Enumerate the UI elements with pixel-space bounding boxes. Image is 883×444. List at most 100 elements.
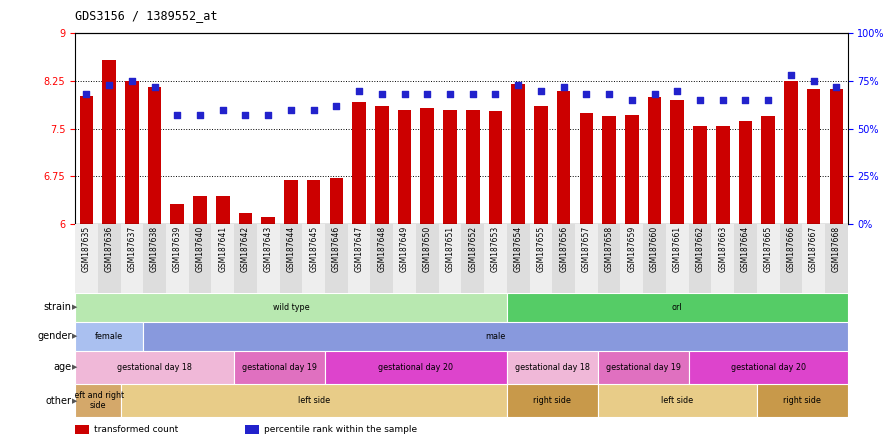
Bar xyxy=(643,224,666,293)
Text: GSM187641: GSM187641 xyxy=(218,226,227,272)
Point xyxy=(715,97,729,104)
Text: GSM187665: GSM187665 xyxy=(764,226,773,272)
Bar xyxy=(393,224,416,293)
Text: GSM187650: GSM187650 xyxy=(423,226,432,272)
Bar xyxy=(348,224,371,293)
Text: GSM187656: GSM187656 xyxy=(559,226,568,272)
Bar xyxy=(75,224,98,293)
Bar xyxy=(302,224,325,293)
Bar xyxy=(598,351,689,384)
Bar xyxy=(170,204,185,224)
Bar xyxy=(738,121,752,224)
Bar xyxy=(189,224,211,293)
Text: left side: left side xyxy=(298,396,329,405)
Bar xyxy=(416,224,439,293)
Text: GSM187651: GSM187651 xyxy=(446,226,455,272)
Bar xyxy=(488,111,502,224)
Text: GSM187653: GSM187653 xyxy=(491,226,500,272)
Text: GSM187662: GSM187662 xyxy=(696,226,705,272)
Bar xyxy=(625,115,638,224)
Bar xyxy=(397,110,411,224)
Bar xyxy=(325,351,507,384)
Point xyxy=(534,87,548,94)
Point xyxy=(579,91,593,98)
Text: GSM187652: GSM187652 xyxy=(468,226,477,272)
Bar xyxy=(307,180,321,224)
Point xyxy=(283,106,298,113)
Bar xyxy=(261,217,275,224)
Bar xyxy=(689,224,712,293)
Bar xyxy=(807,89,820,224)
Point xyxy=(215,106,230,113)
Bar xyxy=(602,116,616,224)
Point xyxy=(625,97,639,104)
Text: GSM187644: GSM187644 xyxy=(286,226,296,272)
Bar xyxy=(507,351,598,384)
Point xyxy=(488,91,502,98)
Bar xyxy=(712,224,734,293)
Bar xyxy=(166,224,189,293)
Text: GDS3156 / 1389552_at: GDS3156 / 1389552_at xyxy=(75,9,217,22)
Bar xyxy=(484,224,507,293)
Bar xyxy=(329,178,343,224)
Bar xyxy=(575,224,598,293)
Text: transformed count: transformed count xyxy=(94,425,177,434)
Point xyxy=(602,91,616,98)
Bar xyxy=(216,196,230,224)
Text: gestational day 19: gestational day 19 xyxy=(606,363,681,372)
Text: GSM187639: GSM187639 xyxy=(173,226,182,272)
Point xyxy=(306,106,321,113)
Bar xyxy=(530,224,552,293)
Bar xyxy=(211,224,234,293)
Text: ▶: ▶ xyxy=(72,333,78,339)
Text: ▶: ▶ xyxy=(72,365,78,370)
Text: GSM187659: GSM187659 xyxy=(627,226,637,272)
Bar xyxy=(648,97,661,224)
Text: GSM187655: GSM187655 xyxy=(536,226,546,272)
Text: GSM187648: GSM187648 xyxy=(377,226,387,272)
Text: right side: right side xyxy=(783,396,821,405)
Bar xyxy=(579,113,593,224)
Point xyxy=(329,102,343,109)
Text: GSM187658: GSM187658 xyxy=(605,226,614,272)
Text: wild type: wild type xyxy=(273,303,309,312)
Bar xyxy=(75,351,234,384)
Text: GSM187667: GSM187667 xyxy=(809,226,818,272)
Text: left and right
side: left and right side xyxy=(72,391,124,410)
Point xyxy=(511,81,525,88)
Bar xyxy=(716,126,729,224)
Text: ▶: ▶ xyxy=(72,305,78,310)
Text: GSM187635: GSM187635 xyxy=(82,226,91,272)
Text: female: female xyxy=(95,332,124,341)
Bar xyxy=(125,81,139,224)
Bar xyxy=(780,224,803,293)
Text: GSM187643: GSM187643 xyxy=(264,226,273,272)
Bar xyxy=(280,224,302,293)
Text: GSM187660: GSM187660 xyxy=(650,226,659,272)
Text: gestational day 19: gestational day 19 xyxy=(242,363,317,372)
Bar xyxy=(257,224,280,293)
Text: GSM187638: GSM187638 xyxy=(150,226,159,272)
Text: GSM187647: GSM187647 xyxy=(355,226,364,272)
Bar xyxy=(120,224,143,293)
Bar xyxy=(234,224,257,293)
Text: gestational day 20: gestational day 20 xyxy=(730,363,805,372)
Text: GSM187645: GSM187645 xyxy=(309,226,318,272)
Bar xyxy=(761,116,775,224)
Point xyxy=(465,91,479,98)
Bar xyxy=(621,224,643,293)
Bar xyxy=(598,224,621,293)
Bar xyxy=(79,95,94,224)
Text: GSM187636: GSM187636 xyxy=(105,226,114,272)
Point xyxy=(261,112,275,119)
Text: GSM187637: GSM187637 xyxy=(127,226,136,272)
Bar xyxy=(443,110,457,224)
Point xyxy=(170,112,185,119)
Bar xyxy=(466,110,479,224)
Point xyxy=(784,72,798,79)
Bar xyxy=(507,384,598,417)
Point xyxy=(352,87,366,94)
Bar xyxy=(193,196,207,224)
Text: gestational day 20: gestational day 20 xyxy=(379,363,453,372)
Point xyxy=(374,91,389,98)
